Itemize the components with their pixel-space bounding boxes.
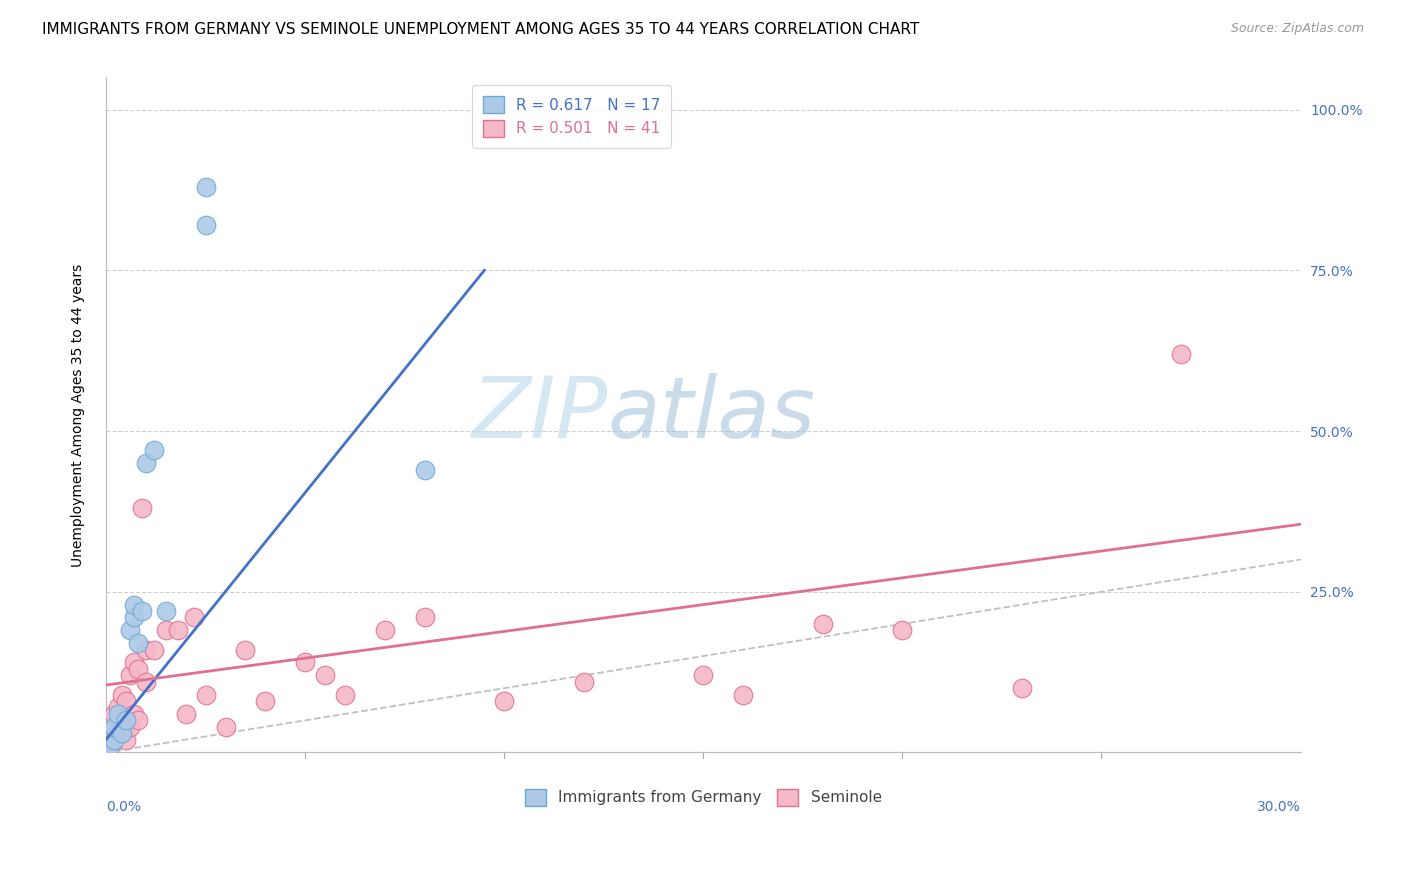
Text: ZIP: ZIP [471, 374, 607, 457]
Point [111, 726, 134, 740]
Point [1011, 681, 1033, 696]
Point [103, 706, 125, 721]
Point [142, 642, 165, 657]
Point [413, 610, 436, 624]
Text: atlas: atlas [607, 374, 815, 457]
Point [98, 739, 121, 753]
Point [127, 662, 149, 676]
Point [254, 694, 277, 708]
Point [122, 610, 145, 624]
Point [98, 739, 121, 753]
Point [122, 598, 145, 612]
Point [127, 636, 149, 650]
Point [572, 674, 595, 689]
Point [135, 642, 157, 657]
Y-axis label: Unemployment Among Ages 35 to 44 years: Unemployment Among Ages 35 to 44 years [72, 263, 86, 566]
Point [733, 688, 755, 702]
Point [194, 179, 217, 194]
Point [135, 456, 157, 470]
Text: 0.0%: 0.0% [105, 800, 141, 814]
Point [166, 624, 188, 638]
Point [131, 501, 153, 516]
Point [118, 720, 141, 734]
Point [135, 674, 157, 689]
Point [118, 624, 141, 638]
Point [122, 656, 145, 670]
Point [413, 462, 436, 476]
Point [155, 624, 177, 638]
Point [103, 732, 125, 747]
Point [374, 624, 396, 638]
Point [131, 604, 153, 618]
Point [214, 720, 236, 734]
Point [115, 694, 138, 708]
Point [107, 726, 129, 740]
Point [118, 668, 141, 682]
Point [1170, 347, 1192, 361]
Point [174, 706, 197, 721]
Point [107, 706, 129, 721]
Point [103, 720, 125, 734]
Point [111, 720, 134, 734]
Point [235, 642, 257, 657]
Point [194, 219, 217, 233]
Point [142, 443, 165, 458]
Point [111, 688, 134, 702]
Point [194, 688, 217, 702]
Point [98, 720, 121, 734]
Point [314, 668, 336, 682]
Point [891, 624, 914, 638]
Text: Source: ZipAtlas.com: Source: ZipAtlas.com [1230, 22, 1364, 36]
Legend: Immigrants from Germany, Seminole: Immigrants from Germany, Seminole [519, 782, 889, 813]
Point [127, 714, 149, 728]
Point [494, 694, 516, 708]
Point [107, 700, 129, 714]
Point [811, 616, 834, 631]
Point [115, 732, 138, 747]
Point [333, 688, 356, 702]
Point [183, 610, 205, 624]
Point [155, 604, 177, 618]
Point [294, 656, 316, 670]
Point [103, 732, 125, 747]
Point [122, 706, 145, 721]
Point [692, 668, 714, 682]
Point [115, 714, 138, 728]
Text: IMMIGRANTS FROM GERMANY VS SEMINOLE UNEMPLOYMENT AMONG AGES 35 TO 44 YEARS CORRE: IMMIGRANTS FROM GERMANY VS SEMINOLE UNEM… [42, 22, 920, 37]
Text: 30.0%: 30.0% [1257, 800, 1301, 814]
